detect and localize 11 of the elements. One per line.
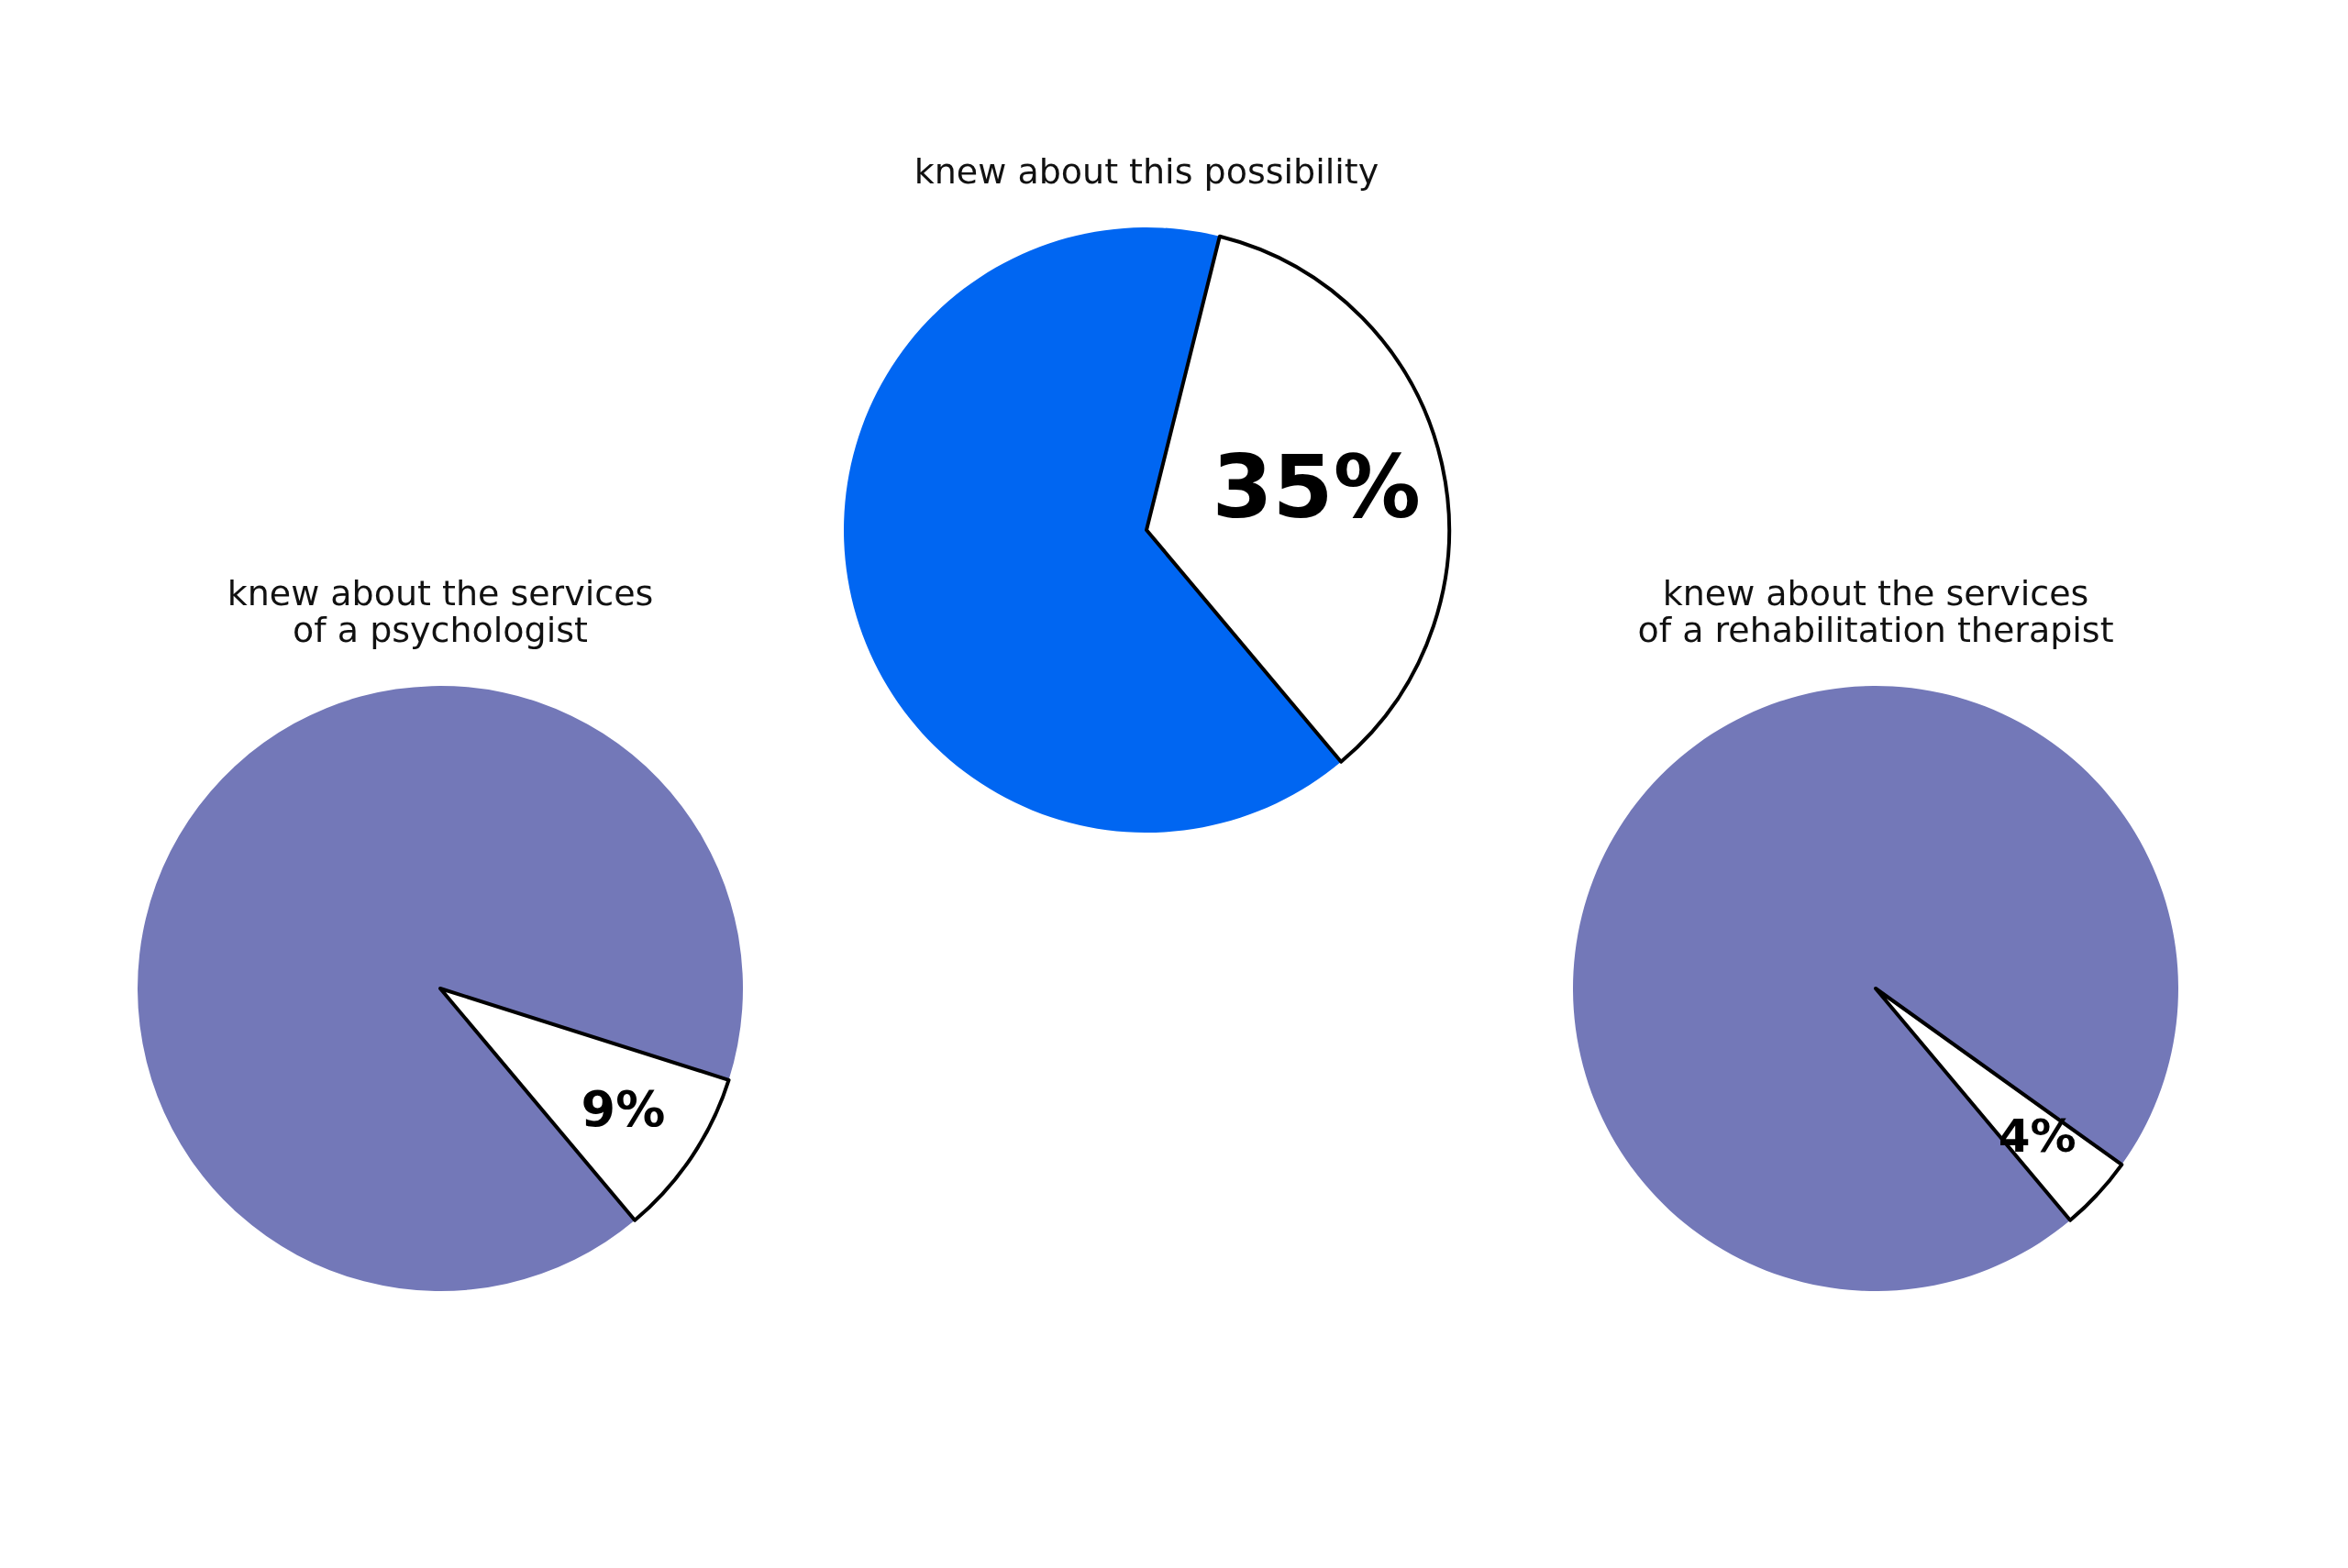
chart-title: knew about this possibility bbox=[914, 151, 1379, 192]
data-label: 9% bbox=[581, 1079, 666, 1138]
data-label: 35% bbox=[1212, 436, 1421, 538]
pie-slice bbox=[1874, 987, 2124, 1222]
pie-slice bbox=[138, 686, 743, 1291]
chart-title: knew about the services of a rehabilitation therapist bbox=[1637, 573, 2114, 650]
pie-slice bbox=[1145, 234, 1451, 764]
data-label: 4% bbox=[1998, 1110, 2077, 1164]
pie-slice bbox=[1573, 686, 2178, 1291]
pie-slice bbox=[438, 987, 731, 1222]
chart-title: knew about the services of a psychologist bbox=[227, 573, 654, 650]
